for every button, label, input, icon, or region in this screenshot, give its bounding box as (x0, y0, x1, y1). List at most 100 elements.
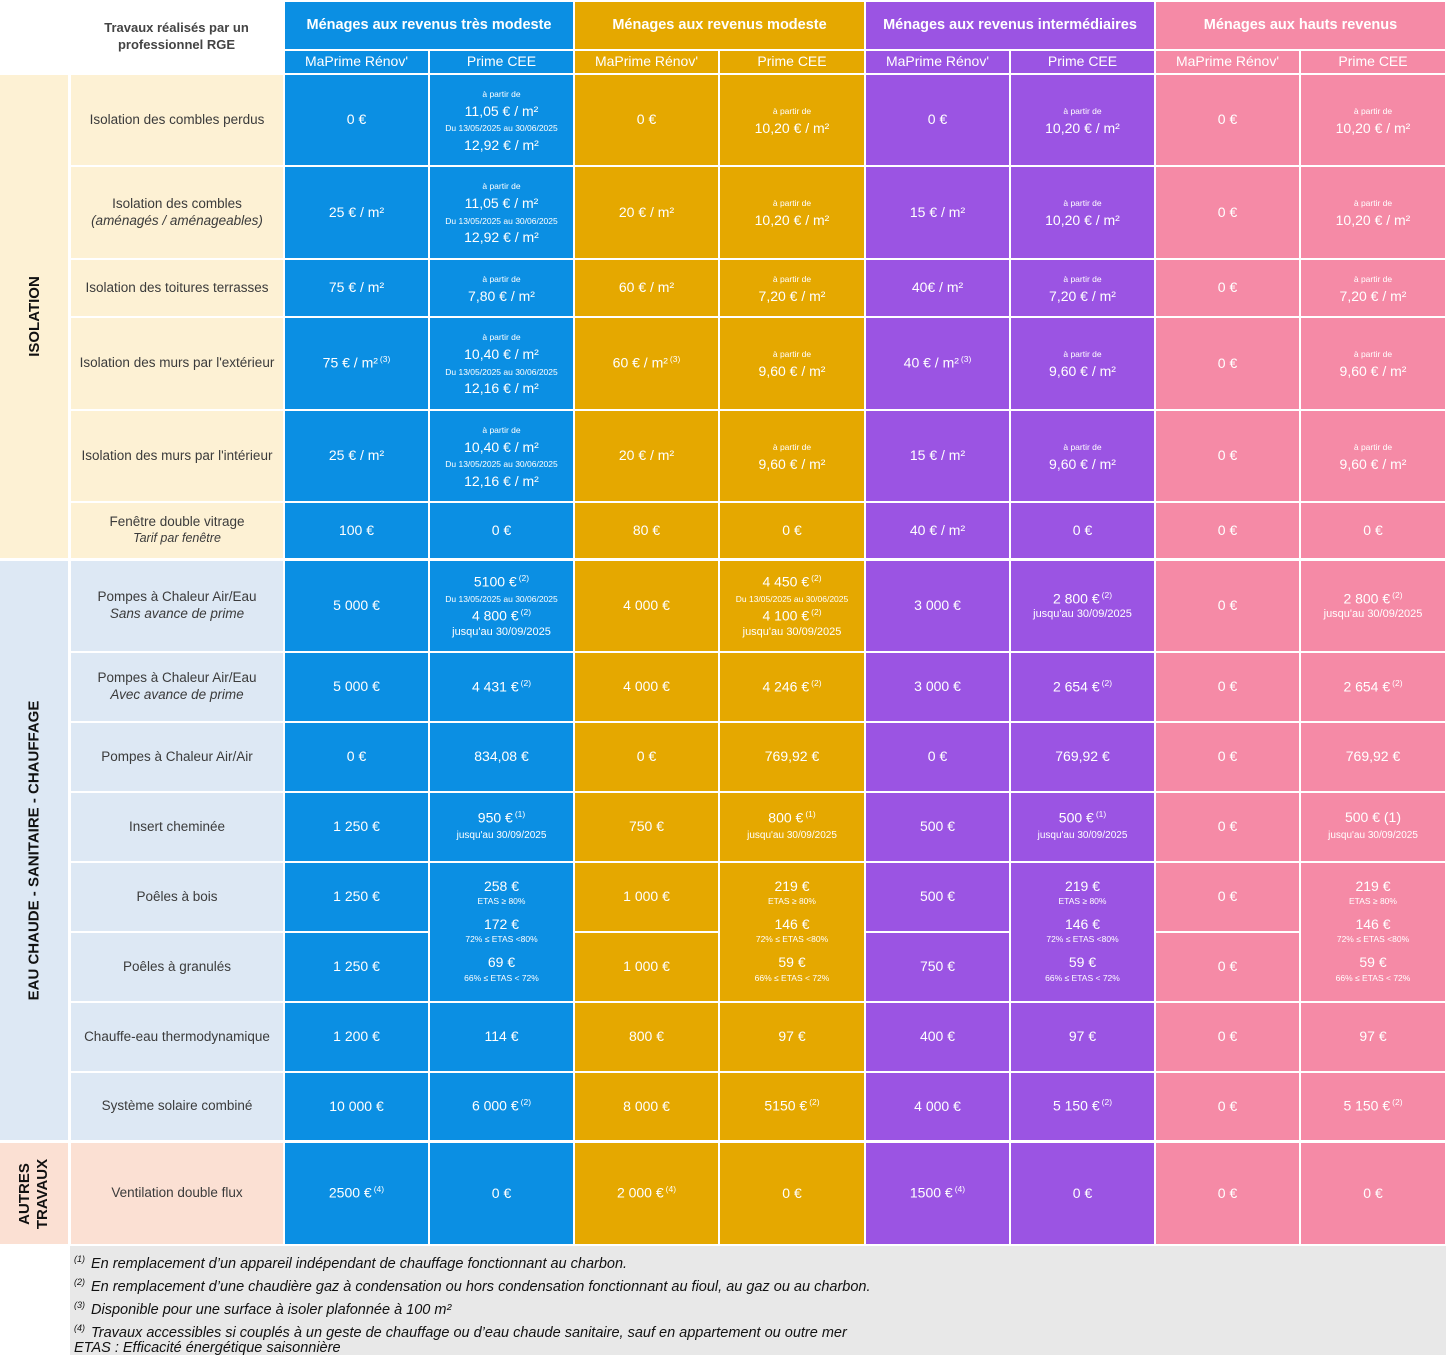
cell-value: 75 € / m² (3) (285, 318, 428, 409)
row-label-murs-interieur: Isolation des murs par l'intérieur (71, 411, 283, 501)
cell-value: 5150 € (2) (720, 1073, 864, 1140)
row-label-combles-amenages: Isolation des combles (aménagés / aménage… (71, 167, 283, 258)
row-label-solaire: Système solaire combiné (71, 1073, 283, 1140)
cell-value: 2 654 € (2) (1011, 653, 1154, 721)
row-label-toitures-terrasses: Isolation des toitures terrasses (71, 260, 283, 316)
cell-value: 0 € (1156, 933, 1299, 1001)
cell-value: 400 € (866, 1003, 1009, 1071)
cell-value: 2 800 € (2) jusqu'au 30/09/2025 (1301, 561, 1445, 651)
cell-value: à partir de 10,20 € / m² (1011, 75, 1154, 165)
row-label-insert: Insert cheminée (71, 793, 283, 861)
cell-value: 0 € (430, 1143, 573, 1244)
cell-value: 219 € ETAS ≥ 80% 146 €72% ≤ ETAS <80% 59 €6… (1301, 863, 1445, 1001)
group-header-intermediaires: Ménages aux revenus intermédiaires (866, 2, 1154, 49)
cell-value: 219 € ETAS ≥ 80% 146 €72% ≤ ETAS <80% 59 €6… (1011, 863, 1154, 1001)
cell-value: 0 € (1156, 1073, 1299, 1140)
cell-value: 4 450 € (2) Du 13/05/2025 au 30/06/2025 4 1… (720, 561, 864, 651)
cell-value: à partir de 7,80 € / m² (430, 260, 573, 316)
cell-value: à partir de 10,20 € / m² (720, 167, 864, 258)
cell-value: 0 € (1156, 411, 1299, 501)
cell-value: à partir de 10,40 € / m² Du 13/05/2025 au … (430, 411, 573, 501)
cell-value: 2 800 € (2) jusqu'au 30/09/2025 (1011, 561, 1154, 651)
cell-value: 0 € (1156, 167, 1299, 258)
cell-value: 0 € (1156, 863, 1299, 931)
cell-value: 40 € / m² (866, 503, 1009, 558)
cell-value: 0 € (1156, 793, 1299, 861)
cell-value: 0 € (430, 503, 573, 558)
cell-value: à partir de 9,60 € / m² (1011, 411, 1154, 501)
footnote: (1) En remplacement d’un appareil indépen… (74, 1254, 628, 1272)
cell-value: 1 000 € (575, 933, 718, 1001)
cell-value: 800 € (1) jusqu'au 30/09/2025 (720, 793, 864, 861)
cell-value: à partir de 10,20 € / m² (720, 75, 864, 165)
row-label-ventilation: Ventilation double flux (71, 1143, 283, 1244)
cell-value: 40 € / m² (3) (866, 318, 1009, 409)
row-label-combles-perdus: Isolation des combles perdus (71, 75, 283, 165)
cell-value: 3 000 € (866, 653, 1009, 721)
cell-value: 500 € (866, 863, 1009, 931)
cell-value: 1 250 € (285, 933, 428, 1001)
row-label-murs-exterieur: Isolation des murs par l'extérieur (71, 318, 283, 409)
cell-value: 0 € (1011, 503, 1154, 558)
cell-value: 0 € (1156, 653, 1299, 721)
cell-value: 0 € (866, 723, 1009, 791)
row-label-fenetre: Fenêtre double vitrage Tarif par fenêtre (71, 503, 283, 558)
group-header-hauts-revenus: Ménages aux hauts revenus (1156, 2, 1445, 49)
cell-value: 4 000 € (866, 1073, 1009, 1140)
cell-value: 4 000 € (575, 561, 718, 651)
cell-value: à partir de 10,20 € / m² (1301, 167, 1445, 258)
subheader-primecee: Prime CEE (430, 51, 573, 73)
cell-value: 0 € (1156, 1143, 1299, 1244)
cell-value: 0 € (1156, 318, 1299, 409)
cell-value: 0 € (1301, 1143, 1445, 1244)
cell-value: 2 000 € (4) (575, 1143, 718, 1244)
cell-value: 25 € / m² (285, 411, 428, 501)
cell-value: 0 € (285, 75, 428, 165)
cell-value: 1 250 € (285, 863, 428, 931)
cell-value: à partir de 10,20 € / m² (1301, 75, 1445, 165)
cell-value: 25 € / m² (285, 167, 428, 258)
cell-value: 114 € (430, 1003, 573, 1071)
cell-value: 0 € (1156, 260, 1299, 316)
cell-value: à partir de 9,60 € / m² (1011, 318, 1154, 409)
row-label-pac-air-eau-avec: Pompes à Chaleur Air/Eau Avec avance de p… (71, 653, 283, 721)
footnotes: (1) En remplacement d’un appareil indépen… (70, 1246, 1446, 1355)
subheader-maprimerenov: MaPrime Rénov' (1156, 51, 1299, 73)
cell-value: 0 € (720, 1143, 864, 1244)
cell-value: 100 € (285, 503, 428, 558)
footnote: (4) Travaux accessibles si couplés à un g… (74, 1323, 847, 1341)
cell-value: 0 € (1011, 1143, 1154, 1244)
cell-value: 1 250 € (285, 793, 428, 861)
group-header-tres-modeste: Ménages aux revenus très modeste (285, 2, 573, 49)
row-label-poeles-granules: Poêles à granulés (71, 933, 283, 1001)
cell-value: 1500 € (4) (866, 1143, 1009, 1244)
cell-value: 0 € (1156, 503, 1299, 558)
cell-value: 1 000 € (575, 863, 718, 931)
subheader-primecee: Prime CEE (720, 51, 864, 73)
cell-value: 0 € (1156, 561, 1299, 651)
cell-value: 5100 € (2) Du 13/05/2025 au 30/06/2025 4 80… (430, 561, 573, 651)
cell-value: 4 246 € (2) (720, 653, 864, 721)
cell-value: 97 € (1301, 1003, 1445, 1071)
cell-value: 500 € (1) jusqu'au 30/09/2025 (1011, 793, 1154, 861)
cell-value: 2 654 € (2) (1301, 653, 1445, 721)
corner-header: Travaux réalisés par un professionnel RG… (104, 20, 249, 52)
subheader-maprimerenov: MaPrime Rénov' (575, 51, 718, 73)
cell-value: 0 € (575, 723, 718, 791)
cell-value: à partir de 7,20 € / m² (720, 260, 864, 316)
subheader-maprimerenov: MaPrime Rénov' (285, 51, 428, 73)
footnote: (3) Disponible pour une surface à isoler … (74, 1300, 452, 1318)
cell-value: 750 € (866, 933, 1009, 1001)
cell-value: 834,08 € (430, 723, 573, 791)
cell-value: à partir de 9,60 € / m² (720, 411, 864, 501)
cell-value: 2500 € (4) (285, 1143, 428, 1244)
cell-value: 97 € (720, 1003, 864, 1071)
footnote: ETAS : Efficacité énergétique saisonnièr… (74, 1340, 341, 1355)
cell-value: 0 € (720, 503, 864, 558)
cell-value: 15 € / m² (866, 411, 1009, 501)
subheader-maprimerenov: MaPrime Rénov' (866, 51, 1009, 73)
cell-value: 500 € (866, 793, 1009, 861)
subheader-primecee: Prime CEE (1301, 51, 1445, 73)
cell-value: 258 € ETAS ≥ 80% 172 €72% ≤ ETAS <80% 69 €6… (430, 863, 573, 1001)
cell-value: 60 € / m² (575, 260, 718, 316)
